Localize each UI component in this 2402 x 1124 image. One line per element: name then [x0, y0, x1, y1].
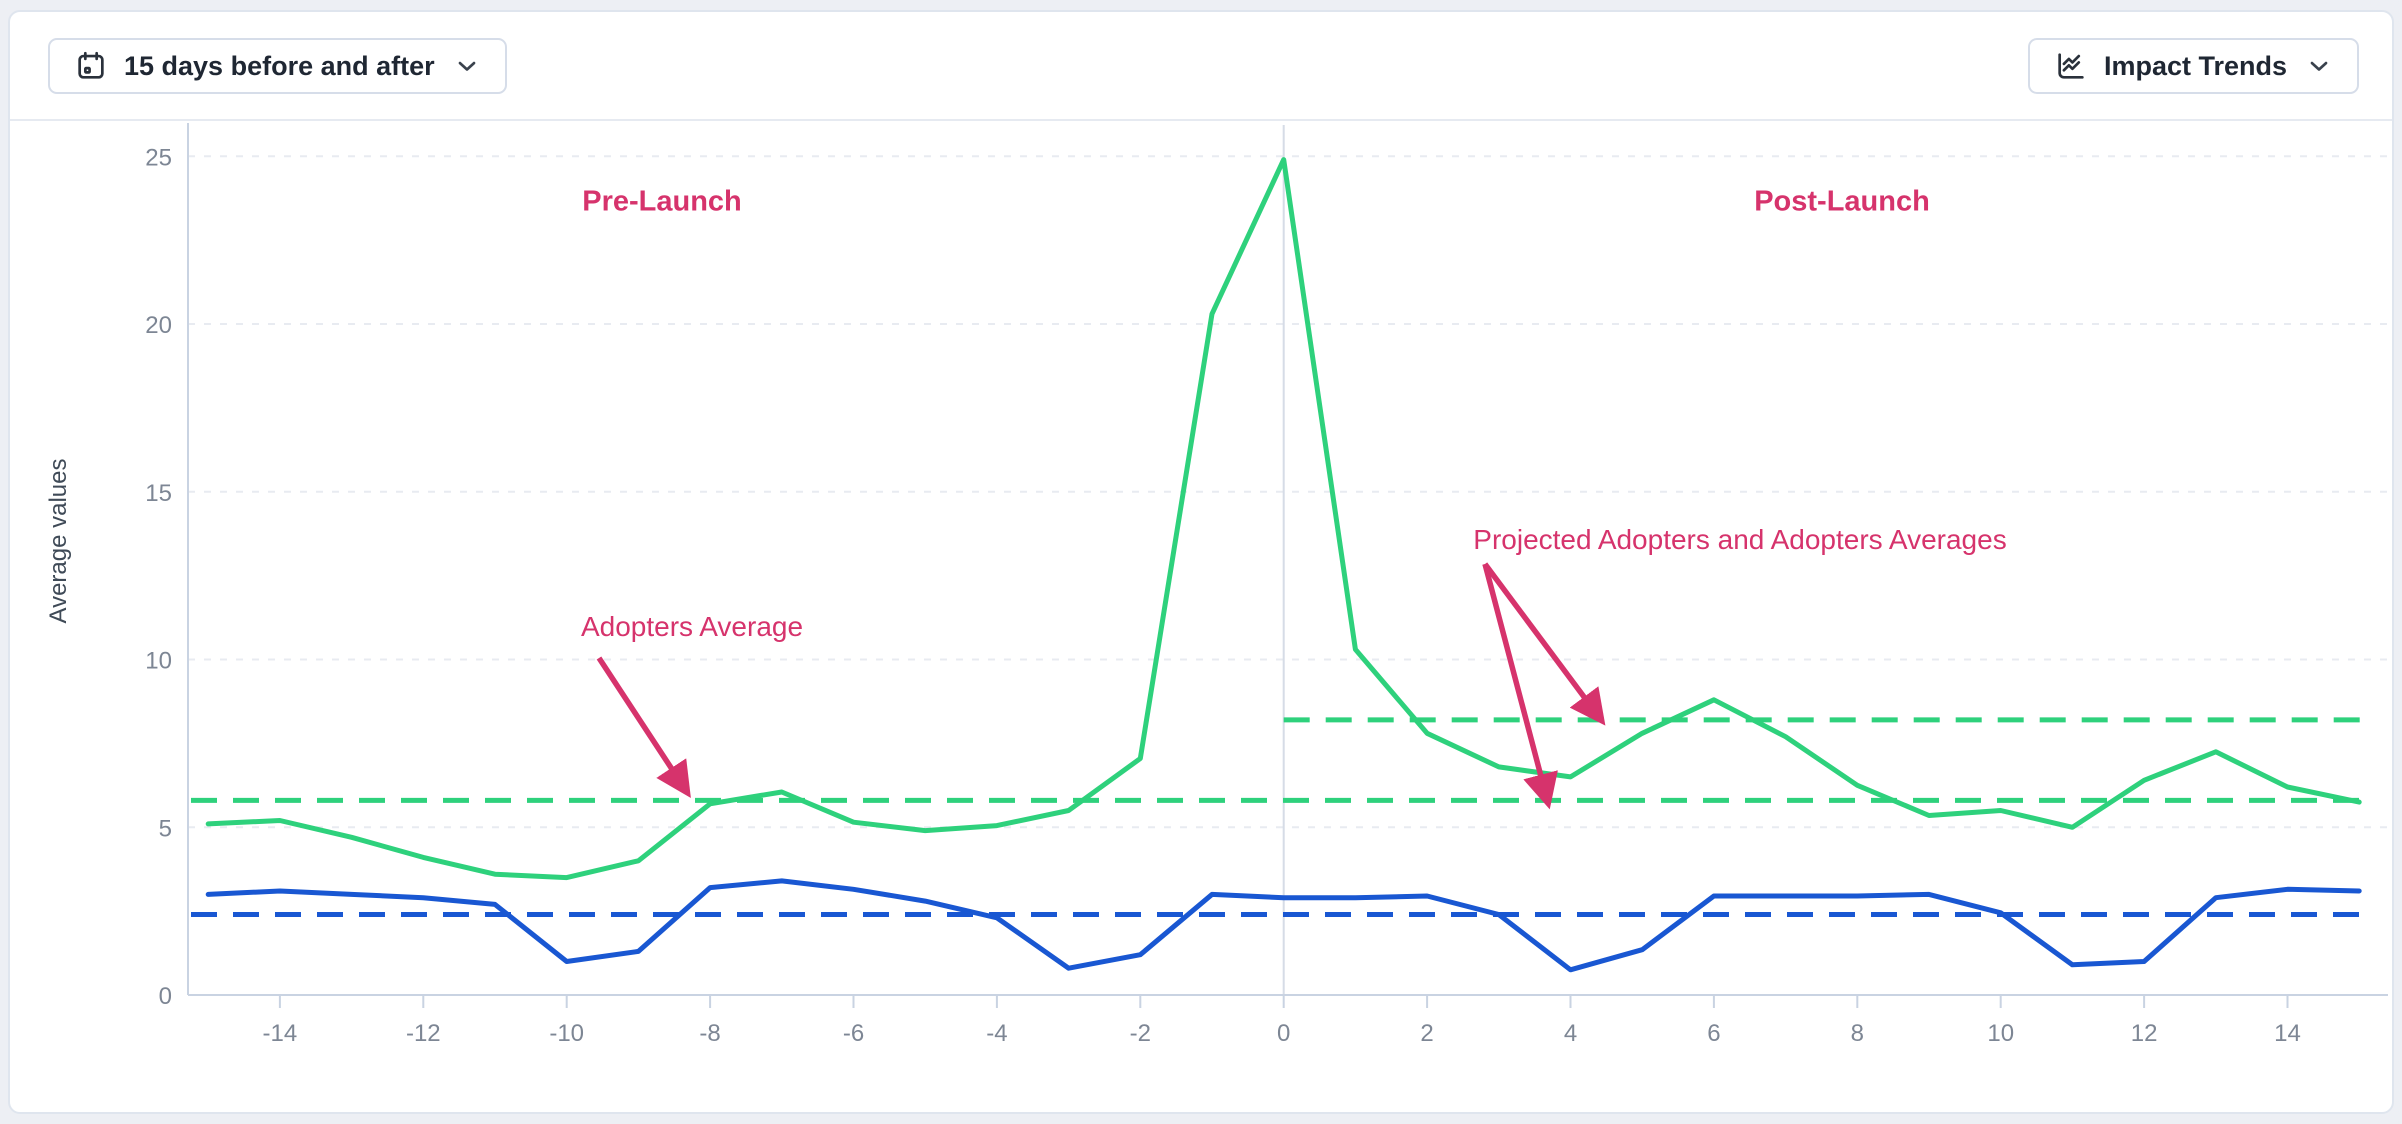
date-range-label: 15 days before and after: [124, 50, 435, 81]
svg-text:25: 25: [145, 144, 172, 171]
svg-text:-6: -6: [843, 1020, 864, 1047]
adopters-line: [205, 157, 2362, 881]
svg-text:-4: -4: [986, 1020, 1007, 1047]
svg-text:10: 10: [145, 648, 172, 675]
svg-text:6: 6: [1707, 1020, 1720, 1047]
impact-trends-dropdown[interactable]: Impact Trends: [2027, 38, 2359, 94]
svg-text:14: 14: [2274, 1020, 2301, 1047]
chart-line-icon: [2054, 49, 2088, 83]
svg-text:5: 5: [159, 815, 172, 842]
annotation-arrow: [596, 656, 691, 798]
svg-text:0: 0: [1277, 1020, 1290, 1047]
chevron-down-icon: [453, 52, 481, 80]
chevron-down-icon: [2305, 52, 2333, 80]
svg-text:-14: -14: [263, 1020, 298, 1047]
chart-plot-area: -14 -12 -10 -8 -6 -4 -2 0 2 4 6 8 10 12 14 0 5 10 15 20 25: [145, 123, 2388, 1047]
svg-text:-10: -10: [549, 1020, 584, 1047]
svg-text:-2: -2: [1130, 1020, 1151, 1047]
impact-trends-label: Impact Trends: [2103, 50, 2287, 81]
svg-text:8: 8: [1851, 1020, 1864, 1047]
svg-text:4: 4: [1564, 1020, 1577, 1047]
svg-text:20: 20: [145, 312, 172, 339]
impact-trends-chart: -14 -12 -10 -8 -6 -4 -2 0 2 4 6 8 10 12 14 0 5 10 15 20 25 A…: [10, 121, 2392, 1114]
svg-text:15: 15: [145, 480, 172, 507]
svg-text:0: 0: [159, 983, 172, 1010]
svg-text:10: 10: [1987, 1020, 2014, 1047]
main-card: 15 days before and after Impact Trends: [8, 10, 2394, 1114]
date-range-dropdown[interactable]: 15 days before and after: [48, 38, 507, 94]
svg-text:2: 2: [1420, 1020, 1433, 1047]
svg-text:-8: -8: [699, 1020, 720, 1047]
svg-text:-12: -12: [406, 1020, 441, 1047]
calendar-icon: [74, 49, 108, 83]
comparison-line: [205, 878, 2362, 973]
annotation-arrow: [1482, 562, 1606, 726]
annotation-arrow: [1482, 563, 1558, 810]
toolbar: 15 days before and after Impact Trends: [10, 12, 2392, 121]
svg-text:12: 12: [2131, 1020, 2158, 1047]
